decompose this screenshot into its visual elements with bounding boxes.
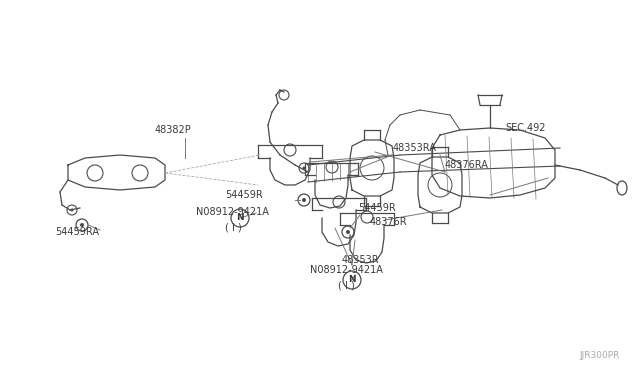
Text: 54459RA: 54459RA <box>55 227 99 237</box>
Text: SEC.492: SEC.492 <box>505 123 545 133</box>
Circle shape <box>346 230 350 234</box>
Text: ( I ): ( I ) <box>338 280 355 290</box>
Circle shape <box>70 208 74 212</box>
Text: 54459R: 54459R <box>225 190 263 200</box>
Text: N08912-9421A: N08912-9421A <box>196 207 269 217</box>
Text: JJR300PR: JJR300PR <box>580 350 620 359</box>
Text: 48382P: 48382P <box>155 125 192 135</box>
Circle shape <box>80 223 84 227</box>
Circle shape <box>302 198 306 202</box>
Text: N: N <box>348 276 356 285</box>
Text: 48376R: 48376R <box>370 217 408 227</box>
Text: 54459R: 54459R <box>358 203 396 213</box>
Text: N: N <box>236 214 244 222</box>
Text: N08912-9421A: N08912-9421A <box>310 265 383 275</box>
Text: 48353R: 48353R <box>342 255 380 265</box>
Text: 48376RA: 48376RA <box>445 160 489 170</box>
Circle shape <box>303 167 305 170</box>
Text: ( I ): ( I ) <box>225 223 242 233</box>
Text: 48353RA: 48353RA <box>393 143 437 153</box>
